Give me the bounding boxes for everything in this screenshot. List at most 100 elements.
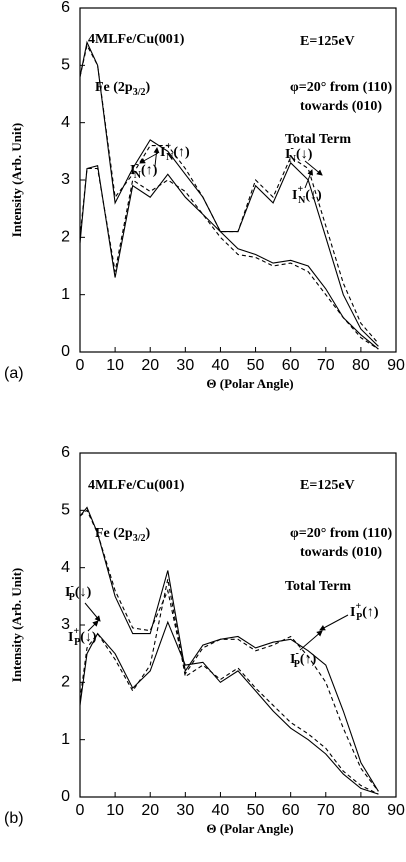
x-tick-label: 0 xyxy=(76,357,85,374)
annotation: I+ N(↑) xyxy=(160,141,190,163)
annotation-text: I xyxy=(68,630,73,645)
arrow xyxy=(139,152,159,164)
annotation-sub: N xyxy=(298,195,306,206)
y-tick-label: 3 xyxy=(61,616,70,633)
annotation-suffix: (↑) xyxy=(300,652,317,667)
x-tick-label: 80 xyxy=(352,802,370,819)
y-tick-label: 5 xyxy=(61,502,70,519)
annotation-text: Total Term xyxy=(285,579,351,594)
annotation-text: Fe (2p xyxy=(95,80,133,95)
annotation: Fe (2p3/2) xyxy=(95,80,151,98)
annotation-text: I xyxy=(290,652,295,667)
annotation-suffix: (↑) xyxy=(141,163,158,178)
y-tick-label: 5 xyxy=(61,57,70,74)
x-tick-label: 70 xyxy=(317,802,335,819)
arrow xyxy=(299,630,323,651)
arrow xyxy=(153,147,160,167)
annotation-suffix: (↓) xyxy=(305,188,322,203)
annotation-sub: 3/2 xyxy=(133,87,146,98)
curve xyxy=(79,43,379,344)
annotation-text: 4MLFe/Cu(001) xyxy=(88,32,185,47)
annotation-text: I xyxy=(292,188,297,203)
annotation-sub: N xyxy=(289,154,297,165)
y-tick-label: 4 xyxy=(61,559,70,576)
arrow xyxy=(304,160,323,176)
annotation-suffix: (↑) xyxy=(362,605,379,620)
annotation-text: φ=20° from (110) xyxy=(290,526,392,541)
annotation-sub: P xyxy=(74,637,80,648)
annotation-suffix: ) xyxy=(146,80,151,95)
annotation: 4MLFe/Cu(001) xyxy=(88,32,185,47)
annotation-suffix: (↓) xyxy=(296,147,313,162)
y-tick-label: 3 xyxy=(61,171,70,188)
x-tick-label: 50 xyxy=(247,357,265,374)
annotation: Fe (2p3/2) xyxy=(95,526,151,544)
y-tick-label: 0 xyxy=(61,343,70,360)
x-tick-label: 10 xyxy=(106,357,124,374)
x-tick-label: 30 xyxy=(176,802,194,819)
annotation: I-P(↓) xyxy=(65,581,92,603)
annotation-text: I xyxy=(130,163,135,178)
annotation-text: towards (010) xyxy=(300,545,382,560)
annotation-sub: P xyxy=(356,612,362,623)
arrow xyxy=(87,620,99,632)
annotation-sub: 3/2 xyxy=(133,533,146,544)
annotation-text: φ=20° from (110) xyxy=(290,80,392,95)
x-tick-label: 20 xyxy=(141,802,159,819)
x-tick-label: 40 xyxy=(212,357,230,374)
annotation: Total Term xyxy=(285,579,351,594)
annotation-sub: N xyxy=(134,170,142,181)
x-tick-label: 60 xyxy=(282,357,300,374)
annotation-suffix: (↑) xyxy=(173,145,190,160)
annotation-text: 4MLFe/Cu(001) xyxy=(88,478,185,493)
annotation-sup: + xyxy=(297,184,303,195)
annotation: I+ N(↓) xyxy=(292,184,322,206)
x-axis-label: Θ (Polar Angle) xyxy=(206,376,293,391)
x-tick-label: 90 xyxy=(387,802,405,819)
annotation: I-N(↑) xyxy=(130,159,158,181)
annotation-text: Total Term xyxy=(285,132,351,147)
x-tick-label: 40 xyxy=(212,802,230,819)
x-axis-label: Θ (Polar Angle) xyxy=(206,821,293,836)
y-tick-label: 2 xyxy=(61,674,70,691)
y-tick-label: 4 xyxy=(61,114,70,131)
annotation: φ=20° from (110) xyxy=(290,526,392,541)
annotation-sup: - xyxy=(290,143,293,154)
annotation: towards (010) xyxy=(300,99,382,114)
curve xyxy=(79,509,379,792)
y-tick-label: 2 xyxy=(61,229,70,246)
annotation: I+ P(↓) xyxy=(68,626,97,648)
annotation: E=125eV xyxy=(300,34,355,49)
annotation-sup: - xyxy=(295,648,298,659)
x-tick-label: 0 xyxy=(76,802,85,819)
annotation-suffix: (↓) xyxy=(75,585,92,600)
annotation: Total Term xyxy=(285,132,351,147)
x-tick-label: 70 xyxy=(317,357,335,374)
annotation: φ=20° from (110) xyxy=(290,80,392,95)
annotation: I-N(↓) xyxy=(285,143,313,165)
y-tick-label: 1 xyxy=(61,731,70,748)
y-axis-label: Intensity (Arb. Unit) xyxy=(9,123,24,237)
annotation-sub: P xyxy=(69,592,75,603)
x-tick-label: 50 xyxy=(247,802,265,819)
x-tick-label: 60 xyxy=(282,802,300,819)
curve xyxy=(79,165,379,350)
annotation-suffix: ) xyxy=(146,526,151,541)
y-tick-label: 1 xyxy=(61,286,70,303)
annotation-text: Fe (2p xyxy=(95,526,133,541)
annotation: 4MLFe/Cu(001) xyxy=(88,478,185,493)
arrow xyxy=(319,614,349,631)
y-tick-label: 6 xyxy=(61,0,70,16)
x-tick-label: 10 xyxy=(106,802,124,819)
x-tick-label: 90 xyxy=(387,357,405,374)
curve xyxy=(79,167,379,350)
annotation-text: E=125eV xyxy=(300,478,355,493)
annotation: I-P(↑) xyxy=(290,648,317,670)
y-axis-label: Intensity (Arb. Unit) xyxy=(9,568,24,682)
annotation-sup: + xyxy=(165,141,171,152)
arrow xyxy=(84,602,101,622)
plot-frame xyxy=(79,452,397,798)
annotation-sub: N xyxy=(166,152,174,163)
x-tick-label: 20 xyxy=(141,357,159,374)
annotation-sup: + xyxy=(355,601,361,612)
